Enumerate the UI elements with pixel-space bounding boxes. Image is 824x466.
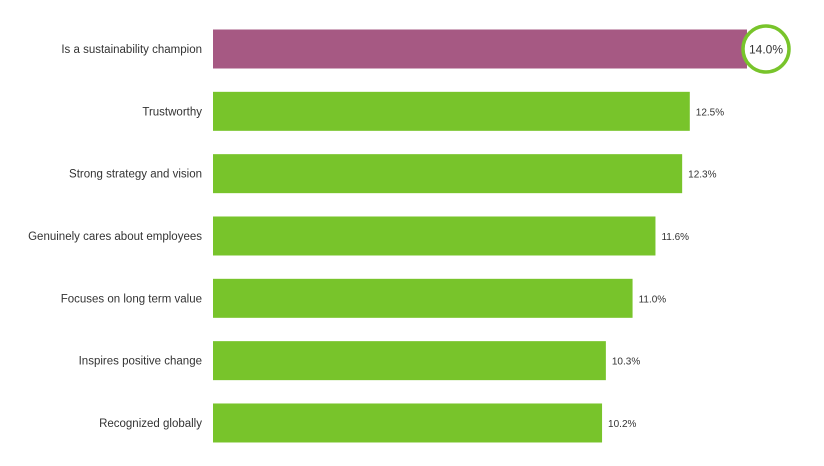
bar-recognized-globally xyxy=(213,403,603,443)
category-labels: Is a sustainability champion Trustworthy S… xyxy=(28,44,202,430)
bar-trustworthy xyxy=(213,91,690,131)
value-label-is-a-sustainability-champion: 14.0% xyxy=(749,43,783,57)
bar-inspires-positive-change xyxy=(213,341,606,381)
category-label-is-a-sustainability-champion: Is a sustainability champion xyxy=(61,44,202,56)
bars xyxy=(213,29,747,443)
value-label-recognized-globally: 10.2% xyxy=(608,419,636,430)
category-label-focuses-on-long-term-value: Focuses on long term value xyxy=(61,293,202,305)
bar-focuses-on-long-term-value xyxy=(213,278,633,318)
highlight-ring xyxy=(741,24,791,74)
category-label-strong-strategy-and-vision: Strong strategy and vision xyxy=(69,169,202,181)
category-label-genuinely-cares-about-employees: Genuinely cares about employees xyxy=(28,231,202,243)
category-label-inspires-positive-change: Inspires positive change xyxy=(79,356,202,368)
bar-is-a-sustainability-champion xyxy=(213,29,747,69)
category-label-recognized-globally: Recognized globally xyxy=(99,418,202,430)
value-label-strong-strategy-and-vision: 12.3% xyxy=(688,170,716,181)
value-label-inspires-positive-change: 10.3% xyxy=(612,357,640,368)
value-label-trustworthy: 12.5% xyxy=(696,107,724,118)
category-label-trustworthy: Trustworthy xyxy=(142,106,202,118)
bar-genuinely-cares-about-employees xyxy=(213,216,656,256)
value-label-genuinely-cares-about-employees: 11.6% xyxy=(661,232,689,243)
value-label-focuses-on-long-term-value: 11.0% xyxy=(639,294,667,305)
bar-strong-strategy-and-vision xyxy=(213,154,683,194)
value-labels: 14.0% 12.5% 12.3% 11.6% 11.0% 10.3% 10.2% xyxy=(608,24,791,430)
